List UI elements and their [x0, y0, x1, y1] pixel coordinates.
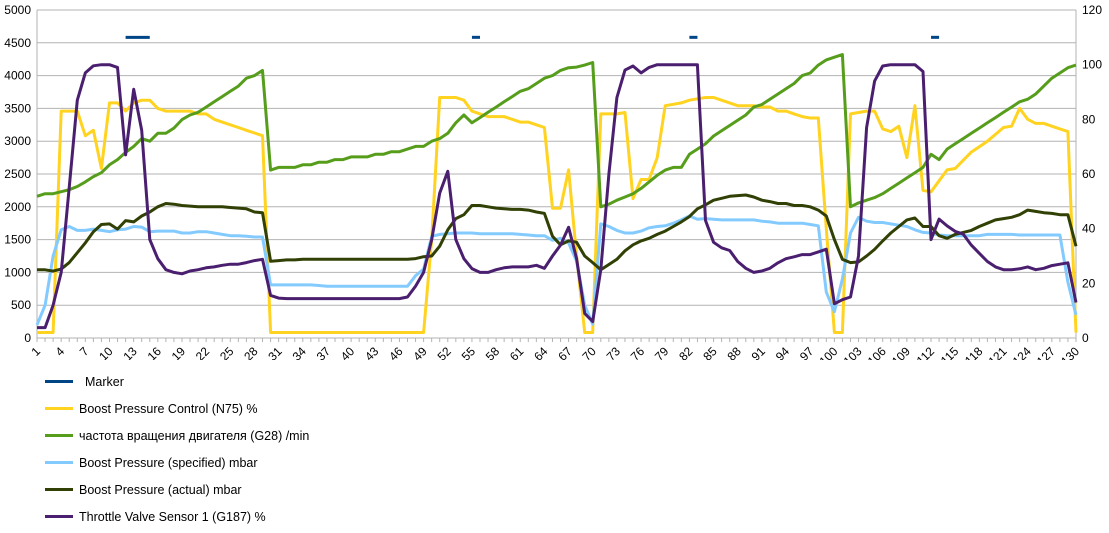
x-tick-label: 97	[797, 344, 817, 360]
y-right-tick-label: 60	[1082, 167, 1096, 181]
y-left-tick-label: 4500	[4, 36, 31, 50]
y-left-tick-label: 500	[11, 298, 31, 312]
legend-swatch	[45, 488, 73, 491]
x-tick-label: 94	[773, 344, 793, 360]
series-line-2	[36, 53, 1077, 209]
x-tick-label: 46	[386, 344, 406, 360]
x-tick-label: 1	[28, 344, 43, 359]
legend-swatch	[45, 515, 73, 518]
x-tick-label: 43	[362, 344, 382, 360]
x-tick-label: 10	[96, 344, 116, 360]
x-tick-label: 55	[459, 344, 479, 360]
x-tick-label: 88	[724, 344, 744, 360]
x-tick-label: 40	[338, 344, 358, 360]
y-left-tick-label: 2500	[4, 167, 31, 181]
legend-item-boost-specified: Boost Pressure (specified) mbar	[45, 449, 309, 476]
y-right-tick-label: 80	[1082, 112, 1096, 126]
x-tick-label: 58	[483, 344, 503, 360]
y-right-tick-label: 20	[1082, 276, 1096, 290]
legend-label: Marker	[85, 374, 124, 389]
x-tick-label: 127	[1034, 344, 1058, 360]
legend-label: Boost Pressure (actual) mbar	[79, 482, 242, 497]
legend-item-boost-actual: Boost Pressure (actual) mbar	[45, 476, 309, 503]
y-left-tick-label: 1500	[4, 233, 31, 247]
x-tick-label: 7	[77, 344, 92, 359]
x-tick-label: 124	[1010, 344, 1034, 360]
x-tick-label: 106	[865, 344, 889, 360]
x-tick-label: 100	[816, 344, 840, 360]
series-line-1	[37, 96, 1078, 334]
y-left-tick-label: 3500	[4, 101, 31, 115]
x-tick-label: 79	[652, 344, 672, 360]
line-chart: 0500100015002000250030003500400045005000…	[4, 3, 1102, 360]
legend-item-n75: Boost Pressure Control (N75) %	[45, 395, 309, 422]
x-tick-label: 82	[676, 344, 696, 360]
x-tick-label: 91	[749, 344, 769, 360]
legend-item-rpm: частота вращения двигателя (G28) /min	[45, 422, 309, 449]
y-right-tick-label: 0	[1082, 331, 1089, 345]
y-left-tick-label: 2000	[4, 200, 31, 214]
x-tick-label: 22	[193, 344, 213, 360]
x-tick-label: 112	[914, 344, 938, 360]
x-tick-label: 130	[1058, 344, 1082, 360]
y-left-tick-label: 4000	[4, 69, 31, 83]
legend-swatch	[45, 380, 73, 383]
x-tick-label: 70	[580, 344, 600, 360]
x-tick-label: 52	[435, 344, 455, 360]
y-left-tick-label: 1000	[4, 265, 31, 279]
y-left-tick-label: 0	[24, 331, 31, 345]
legend-label: Throttle Valve Sensor 1 (G187) %	[79, 509, 266, 524]
series-line-4	[37, 193, 1078, 273]
x-tick-label: 76	[628, 344, 648, 360]
x-tick-label: 37	[314, 344, 334, 360]
legend-item-throttle: Throttle Valve Sensor 1 (G187) %	[45, 503, 309, 530]
x-tick-label: 13	[120, 344, 140, 360]
y-right-tick-label: 120	[1082, 3, 1102, 17]
x-tick-label: 115	[938, 344, 962, 360]
y-right-tick-label: 40	[1082, 222, 1096, 236]
y-right-tick-label: 100	[1082, 58, 1102, 72]
y-left-tick-label: 3000	[4, 134, 31, 148]
legend-item-marker: Marker	[45, 368, 309, 395]
x-tick-label: 103	[841, 344, 865, 360]
x-tick-label: 49	[410, 344, 430, 360]
x-tick-label: 4	[53, 344, 68, 359]
x-tick-label: 19	[169, 344, 189, 360]
legend-label: Boost Pressure (specified) mbar	[79, 455, 258, 470]
x-tick-label: 28	[241, 344, 261, 360]
series-line-5	[37, 63, 1078, 330]
x-tick-label: 121	[986, 344, 1010, 360]
x-tick-label: 85	[700, 344, 720, 360]
x-tick-label: 25	[217, 344, 237, 360]
x-tick-label: 64	[531, 344, 551, 360]
y-left-tick-label: 5000	[4, 3, 31, 17]
x-tick-label: 109	[889, 344, 913, 360]
legend-swatch	[45, 461, 73, 464]
x-tick-label: 67	[555, 344, 575, 360]
legend-swatch	[45, 407, 73, 410]
legend-swatch	[45, 434, 73, 437]
x-tick-label: 118	[962, 344, 986, 360]
legend: Marker Boost Pressure Control (N75) % ча…	[45, 368, 309, 530]
x-tick-label: 73	[604, 344, 624, 360]
legend-label: частота вращения двигателя (G28) /min	[79, 428, 310, 443]
x-tick-label: 31	[265, 344, 285, 360]
legend-label: Boost Pressure Control (N75) %	[79, 401, 258, 416]
x-tick-label: 34	[290, 344, 310, 360]
x-tick-label: 61	[507, 344, 527, 360]
x-tick-label: 16	[145, 344, 165, 360]
